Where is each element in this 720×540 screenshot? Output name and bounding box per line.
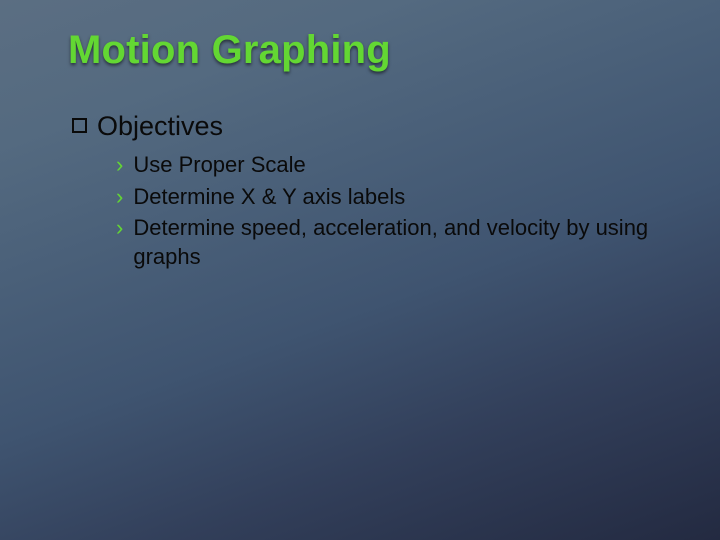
objectives-label: Objectives (97, 111, 223, 142)
list-item: › Determine X & Y axis labels (116, 182, 660, 212)
list-item: › Determine speed, acceleration, and vel… (116, 213, 660, 271)
slide: Motion Graphing Objectives › Use Proper … (0, 0, 720, 540)
chevron-icon: › (116, 183, 123, 212)
objectives-list: › Use Proper Scale › Determine X & Y axi… (116, 150, 660, 271)
list-item-text: Determine speed, acceleration, and veloc… (133, 213, 653, 271)
chevron-icon: › (116, 151, 123, 180)
chevron-icon: › (116, 214, 123, 243)
list-item: › Use Proper Scale (116, 150, 660, 180)
list-item-text: Use Proper Scale (133, 150, 305, 179)
square-bullet-icon (72, 118, 87, 133)
objectives-row: Objectives (72, 111, 660, 142)
list-item-text: Determine X & Y axis labels (133, 182, 405, 211)
slide-title: Motion Graphing (68, 28, 660, 73)
